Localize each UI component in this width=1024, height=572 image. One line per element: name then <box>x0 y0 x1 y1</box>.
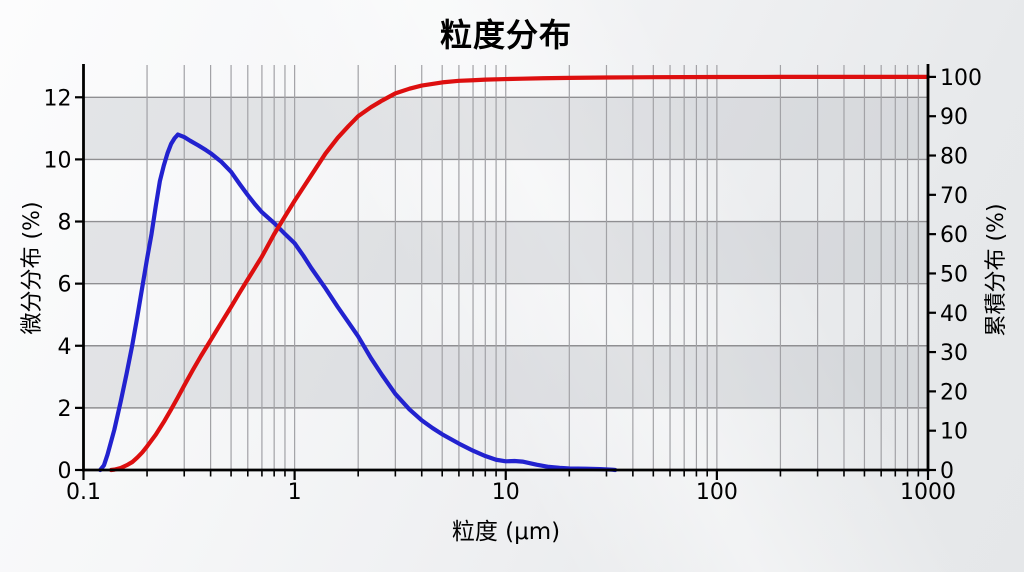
right-tick-label: 10 <box>940 420 968 445</box>
cumulative-curve <box>108 74 931 473</box>
x-tick-label: 10 <box>492 480 520 505</box>
left-tick-label: 10 <box>44 148 72 173</box>
right-tick-label: 50 <box>940 262 968 287</box>
right-tick-label: 0 <box>940 459 954 484</box>
left-tick-label: 12 <box>44 86 72 111</box>
left-tick-label: 0 <box>58 459 72 484</box>
x-tick-label: 100 <box>696 480 738 505</box>
left-tick-label: 2 <box>58 397 72 422</box>
right-tick-label: 100 <box>940 66 982 91</box>
left-tick-labels: 0 2 4 6 8 10 12 <box>44 86 72 484</box>
left-tick-label: 6 <box>58 273 72 298</box>
differential-curve <box>98 132 618 473</box>
x-tick-label: 0.1 <box>66 480 101 505</box>
right-tick-label: 60 <box>940 223 968 248</box>
right-tick-label: 30 <box>940 341 968 366</box>
tick-marks <box>75 75 936 480</box>
right-tick-label: 70 <box>940 184 968 209</box>
right-tick-labels: 0 10 20 30 40 50 60 70 80 90 100 <box>940 66 982 484</box>
right-tick-label: 80 <box>940 145 968 170</box>
left-tick-label: 4 <box>58 335 72 360</box>
x-tick-labels: 0.1 1 10 100 1000 <box>66 480 956 505</box>
x-axis-title: 粒度 (μm) <box>451 519 561 545</box>
right-tick-label: 40 <box>940 302 968 327</box>
right-tick-label: 20 <box>940 380 968 405</box>
x-tick-label: 1000 <box>900 480 956 505</box>
x-tick-label: 1 <box>288 480 302 505</box>
right-tick-label: 90 <box>940 105 968 130</box>
left-tick-label: 8 <box>58 211 72 236</box>
chart-title: 粒度分布 <box>439 16 572 54</box>
